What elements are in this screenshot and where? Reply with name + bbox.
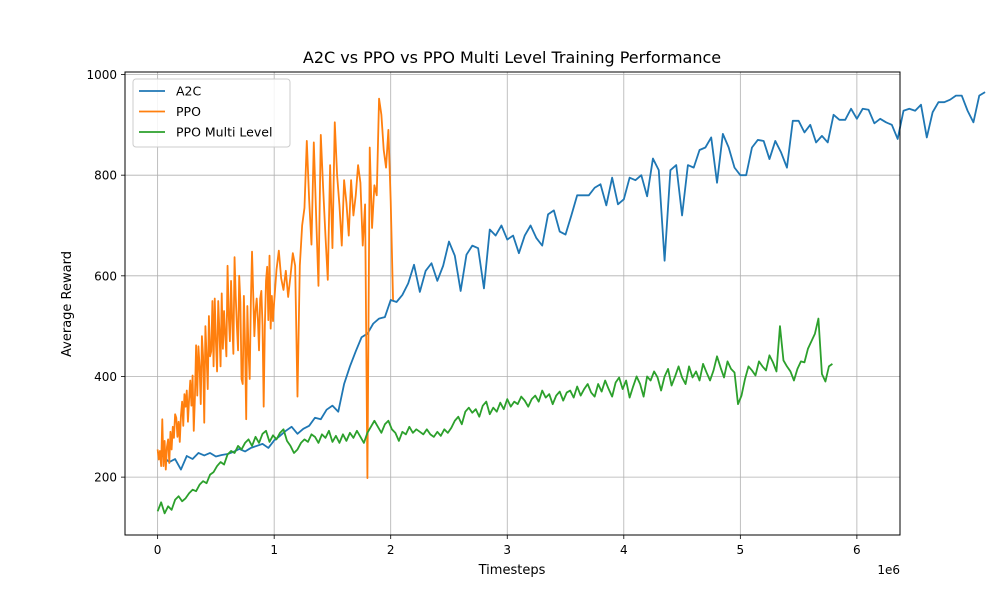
x-tick-label: 2 [387, 543, 395, 557]
y-tick-label: 400 [94, 370, 117, 384]
y-tick-label: 600 [94, 269, 117, 283]
legend-box [132, 78, 291, 148]
y-tick-label: 200 [94, 471, 117, 485]
series-line-a2c [157, 91, 986, 471]
x-tick-label: 1 [270, 543, 278, 557]
legend-label-a2c: A2C [176, 84, 202, 99]
series-lines [156, 91, 986, 515]
plot-frame [124, 71, 901, 536]
y-axis-label: Average Reward [60, 251, 75, 357]
x-axis-label: Timesteps [478, 563, 546, 578]
y-axis-ticks: 200 400 600 800 1000 [86, 68, 125, 485]
y-tick-label: 1000 [86, 68, 117, 82]
x-tick-label: 4 [620, 543, 628, 557]
chart-title: A2C vs PPO vs PPO Multi Level Training P… [303, 48, 721, 67]
x-tick-label: 5 [737, 543, 745, 557]
series-line-ppo [156, 97, 394, 480]
x-tick-label: 6 [853, 543, 861, 557]
x-axis-ticks: 0 1 2 3 4 5 6 [154, 535, 861, 557]
legend: A2C PPO PPO Multi Level [132, 78, 291, 148]
x-tick-label: 0 [154, 543, 162, 557]
x-tick-label: 3 [503, 543, 511, 557]
legend-label-ppo: PPO [176, 104, 201, 119]
legend-label-ppo-multi-level: PPO Multi Level [176, 125, 272, 140]
y-tick-label: 800 [94, 169, 117, 183]
x-axis-multiplier: 1e6 [877, 563, 900, 577]
series-line-ppo-multi-level [156, 317, 833, 515]
